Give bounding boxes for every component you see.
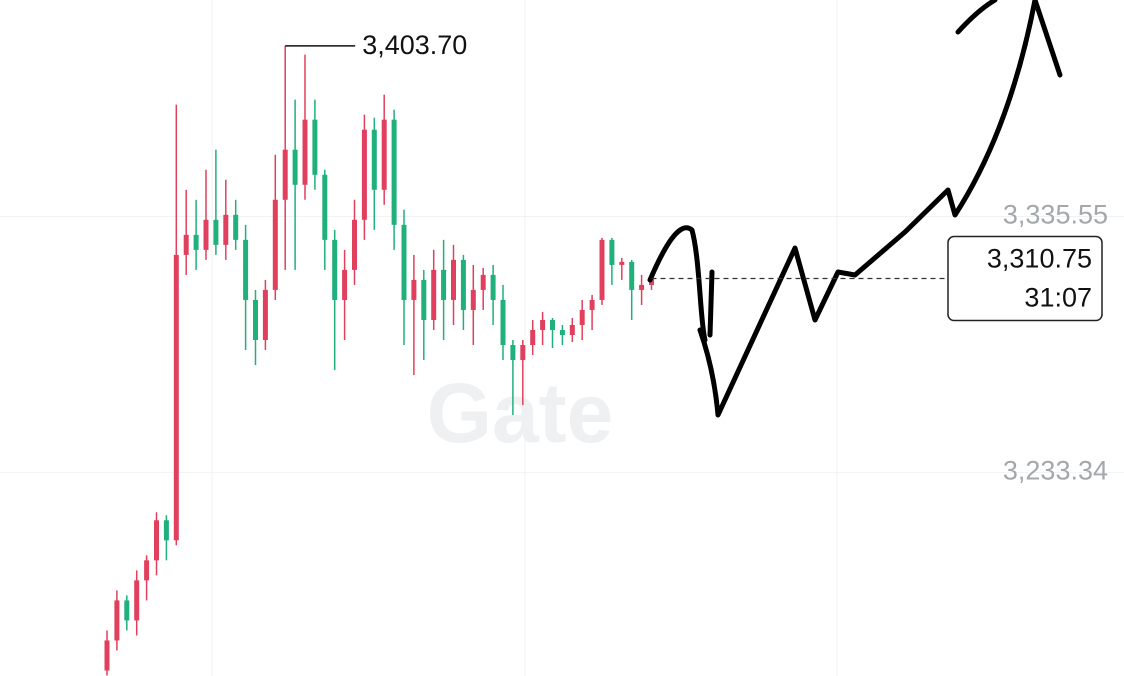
candle-body — [223, 214, 229, 245]
candle-body — [262, 289, 268, 341]
candle-body — [302, 119, 308, 185]
candle-body — [451, 259, 456, 300]
candle-body — [332, 239, 338, 300]
candle-body — [183, 234, 189, 255]
candle-body — [104, 640, 110, 671]
candle-body — [530, 329, 536, 346]
candle-body — [253, 299, 258, 341]
candle-body — [629, 261, 635, 290]
candle-body — [480, 274, 486, 290]
candle-body — [520, 345, 526, 361]
candle-body — [589, 299, 595, 310]
candle-body — [391, 119, 397, 225]
candle-body — [411, 279, 417, 300]
candle-body — [342, 269, 348, 300]
candle-body — [500, 299, 506, 346]
high-marker-label: 3,403.70 — [362, 30, 467, 60]
candle-body — [361, 129, 367, 220]
candle-body — [154, 520, 159, 561]
watermark: Gate — [427, 366, 614, 460]
candle-body — [322, 174, 328, 240]
candle-body — [609, 239, 615, 265]
candle-body — [401, 224, 407, 300]
hand-drawn-line — [647, 0, 1063, 418]
candle-body — [243, 239, 249, 300]
y-tick-label: 3,233.34 — [1003, 455, 1108, 485]
candle-body — [114, 600, 120, 641]
candle-body — [579, 309, 585, 325]
candle-body — [312, 119, 318, 175]
candle-body — [470, 289, 476, 310]
candle-body — [134, 580, 140, 621]
candle-body — [124, 600, 130, 621]
candle-body — [510, 345, 516, 361]
candle-body — [569, 324, 575, 335]
countdown-label: 31:07 — [1024, 283, 1092, 313]
y-tick-label: 3,335.55 — [1003, 200, 1108, 230]
candle-body — [559, 329, 565, 335]
candle-body — [490, 274, 496, 300]
candle-body — [193, 234, 199, 250]
candle-body — [292, 149, 298, 185]
candle-body — [421, 279, 427, 320]
candle-body — [460, 259, 466, 310]
candle-body — [233, 214, 239, 240]
candle-body — [163, 520, 169, 541]
candle-body — [441, 269, 447, 300]
last-price-box — [947, 235, 1103, 322]
candle-body — [381, 119, 387, 190]
candle-body — [272, 199, 278, 290]
candle-body — [431, 269, 437, 320]
candle-body — [203, 219, 209, 250]
candle-body — [550, 319, 555, 330]
candle-body — [639, 284, 645, 290]
candle-body — [599, 239, 605, 300]
candle-body — [352, 219, 357, 270]
plot — [0, 45, 1124, 676]
candle-body — [144, 560, 150, 581]
candle-body — [540, 319, 546, 330]
candle-body — [213, 219, 219, 245]
candle-body — [371, 129, 377, 190]
overlay: 3,233.34 3,335.55 3,403.70 3,310.75 31:07 — [285, 30, 1108, 485]
last-price-label: 3,310.75 — [987, 244, 1092, 274]
candle-body — [619, 261, 625, 265]
candle-body — [282, 149, 288, 200]
candle-body — [173, 254, 179, 541]
